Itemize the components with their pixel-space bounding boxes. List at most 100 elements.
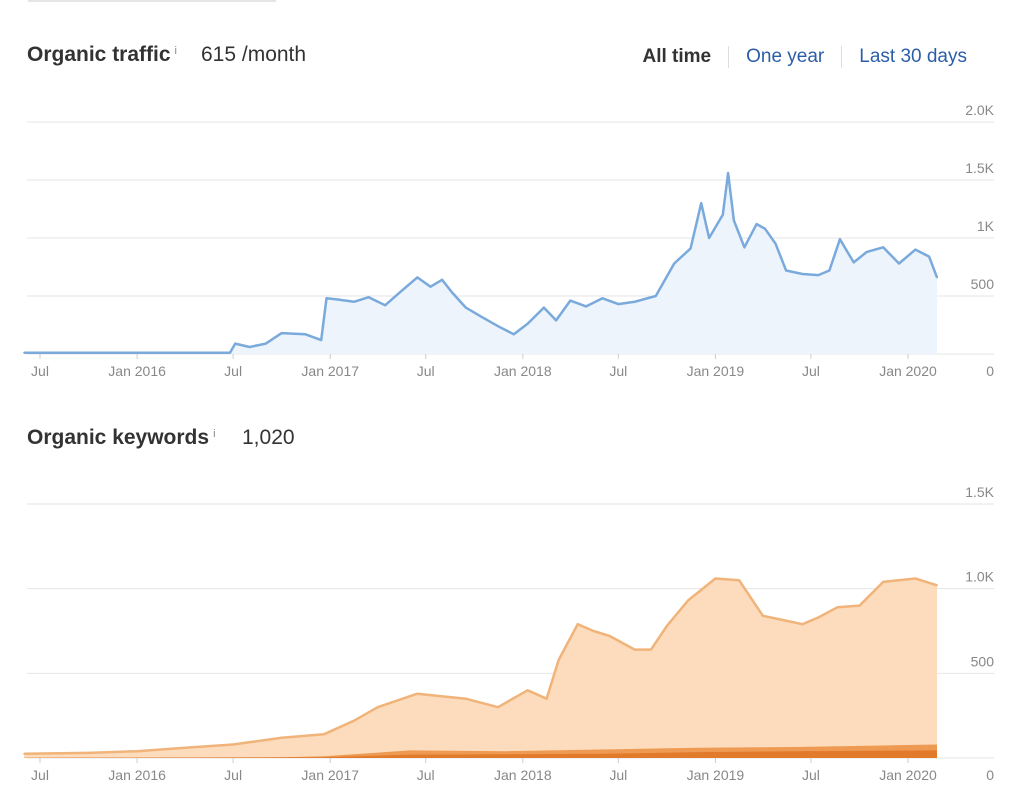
traffic-info-icon[interactable]: i: [174, 45, 177, 57]
traffic-data-point: [732, 219, 735, 222]
keywords-data-point: [777, 618, 780, 621]
x-tick-label: Jul: [224, 363, 242, 379]
x-tick-label: Jul: [224, 767, 242, 783]
traffic-data-point: [708, 237, 711, 239]
traffic-data-point: [497, 325, 499, 328]
keywords-info-icon[interactable]: i: [213, 428, 216, 440]
keywords-value: 1,020: [242, 426, 295, 449]
keywords-data-point: [608, 635, 611, 638]
keywords-data-point: [633, 648, 636, 651]
keywords-data-point: [738, 579, 741, 582]
traffic-data-point: [384, 304, 387, 307]
keywords-data-point: [858, 604, 861, 607]
keywords-data-point: [184, 746, 187, 749]
top-divider: [28, 0, 276, 2]
traffic-data-point: [512, 333, 515, 336]
keywords-data-point: [817, 616, 820, 619]
range-all-time-button[interactable]: All time: [642, 46, 712, 67]
x-tick-label: Jan 2018: [494, 767, 552, 783]
traffic-data-point: [727, 172, 730, 174]
traffic-data-point: [336, 298, 339, 301]
keywords-data-point: [232, 743, 235, 746]
traffic-data-point: [367, 296, 370, 299]
traffic-title: Organic traffic: [27, 43, 171, 66]
traffic-data-point: [785, 269, 788, 272]
keywords-data-point: [761, 614, 764, 617]
traffic-data-point: [23, 351, 26, 354]
y-tick-label: 2.0K: [965, 102, 994, 118]
traffic-data-point: [755, 223, 758, 226]
keywords-data-point: [353, 719, 355, 722]
traffic-data-point: [882, 246, 885, 249]
y-tick-label: 500: [971, 653, 995, 669]
keywords-data-point: [23, 752, 26, 755]
x-tick-label: Jan 2016: [108, 767, 166, 783]
y-tick-label: 1.0K: [965, 569, 994, 585]
x-tick-label: Jan 2017: [301, 767, 359, 783]
traffic-data-point: [569, 299, 572, 302]
keywords-data-point: [280, 736, 283, 739]
keywords-data-point: [936, 584, 938, 587]
traffic-data-point: [229, 351, 231, 354]
traffic-data-point: [764, 227, 766, 230]
x-tick-label: Jul: [31, 767, 49, 783]
traffic-data-point: [480, 315, 483, 318]
traffic-data-point: [264, 342, 267, 345]
traffic-data-point: [654, 295, 657, 297]
traffic-data-point: [865, 250, 868, 253]
traffic-data-point: [542, 306, 545, 309]
traffic-data-point: [353, 300, 355, 303]
traffic-data-point: [280, 332, 283, 335]
y-tick-label: 500: [971, 276, 995, 292]
x-tick-label: Jul: [802, 363, 820, 379]
keywords-data-point: [801, 623, 804, 626]
keywords-data-point: [650, 648, 652, 651]
y-tick-label: 1K: [977, 218, 995, 234]
y-tick-label: 0: [986, 767, 994, 783]
keywords-data-point: [557, 658, 560, 661]
x-tick-label: Jan 2020: [879, 767, 937, 783]
range-separator: [841, 46, 843, 68]
traffic-data-point: [248, 346, 251, 348]
y-tick-label: 1.5K: [965, 160, 994, 176]
traffic-data-point: [817, 274, 820, 277]
keywords-low-area: [24, 750, 937, 758]
traffic-data-point: [617, 303, 620, 306]
traffic-data-point: [898, 262, 900, 265]
traffic-chart: 0 500 1K 1.5K 2.0K Jul Jan 2016 Jul Jan 2017 Jul J…: [23, 102, 995, 379]
keywords-data-point: [576, 623, 579, 626]
y-tick-label: 1.5K: [965, 484, 994, 500]
keywords-data-point: [687, 599, 689, 602]
traffic-data-point: [320, 339, 323, 342]
traffic-data-point: [555, 319, 558, 322]
x-tick-label: Jan 2019: [687, 767, 745, 783]
traffic-data-point: [441, 278, 444, 281]
traffic-data-point: [838, 238, 841, 241]
traffic-series-line: [24, 171, 939, 355]
keywords-data-point: [416, 692, 419, 695]
keywords-data-point: [836, 606, 839, 609]
keywords-data-point: [464, 697, 467, 700]
keywords-title-wrapper: Organic keywords i: [27, 426, 216, 450]
traffic-value: 615 /month: [201, 43, 307, 66]
keywords-data-point: [87, 751, 90, 754]
range-last-30-days-button[interactable]: Last 30 days: [859, 46, 967, 67]
traffic-data-point: [304, 333, 307, 336]
keywords-data-point: [592, 630, 595, 632]
traffic-data-point: [852, 261, 855, 264]
keywords-data-point: [322, 733, 325, 736]
keywords-data-point: [526, 689, 529, 692]
keywords-data-point: [914, 577, 917, 580]
traffic-data-point: [689, 247, 692, 250]
x-tick-label: Jul: [609, 363, 627, 379]
keywords-data-point: [497, 706, 499, 709]
x-tick-label: Jan 2018: [494, 363, 552, 379]
keywords-data-point: [136, 750, 139, 753]
traffic-data-point: [721, 213, 724, 216]
x-tick-label: Jan 2020: [879, 363, 937, 379]
range-one-year-button[interactable]: One year: [746, 46, 825, 67]
traffic-data-point: [774, 242, 777, 245]
traffic-title-wrapper: Organic traffic i: [27, 43, 177, 67]
traffic-data-point: [585, 305, 588, 308]
traffic-area-fill: [24, 173, 937, 354]
